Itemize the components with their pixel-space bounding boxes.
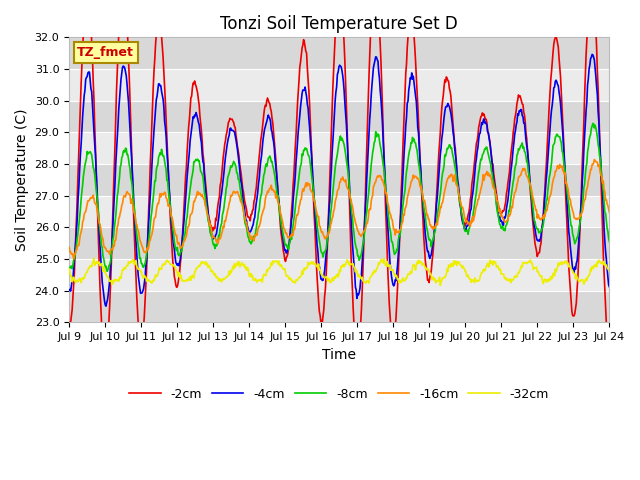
-8cm	[215, 232, 223, 238]
-32cm	[406, 272, 413, 277]
-32cm	[422, 265, 429, 271]
-4cm	[422, 232, 429, 238]
-16cm	[406, 186, 413, 192]
-4cm	[588, 52, 596, 58]
X-axis label: Time: Time	[323, 348, 356, 361]
-16cm	[131, 214, 139, 220]
-8cm	[605, 239, 613, 245]
-32cm	[436, 282, 444, 288]
Line: -16cm: -16cm	[69, 160, 609, 259]
-8cm	[589, 120, 596, 126]
Line: -2cm: -2cm	[69, 0, 609, 361]
-16cm	[76, 236, 83, 242]
-4cm	[605, 284, 613, 290]
-4cm	[131, 228, 139, 234]
-8cm	[75, 221, 83, 227]
Line: -8cm: -8cm	[69, 123, 609, 271]
Legend: -2cm, -4cm, -8cm, -16cm, -32cm: -2cm, -4cm, -8cm, -16cm, -32cm	[124, 383, 554, 406]
-4cm	[186, 138, 194, 144]
-2cm	[75, 145, 83, 151]
-4cm	[75, 183, 83, 189]
-8cm	[131, 216, 139, 222]
-32cm	[215, 277, 223, 283]
-2cm	[406, 15, 414, 21]
-2cm	[422, 263, 430, 269]
Bar	[69, 132, 609, 164]
Bar	[69, 228, 609, 259]
-16cm	[591, 157, 598, 163]
Bar	[69, 259, 609, 291]
-4cm	[406, 82, 413, 88]
-2cm	[214, 202, 222, 208]
Text: TZ_fmet: TZ_fmet	[77, 46, 134, 59]
-16cm	[605, 210, 613, 216]
-32cm	[90, 255, 98, 261]
-8cm	[104, 268, 111, 274]
-8cm	[65, 265, 73, 271]
-2cm	[186, 117, 193, 122]
-16cm	[65, 244, 73, 250]
Bar	[69, 291, 609, 323]
Bar	[69, 196, 609, 228]
-2cm	[65, 320, 73, 325]
Y-axis label: Soil Temperature (C): Soil Temperature (C)	[15, 108, 29, 251]
-4cm	[65, 288, 73, 293]
-8cm	[186, 186, 194, 192]
Line: -4cm: -4cm	[69, 55, 609, 306]
-16cm	[186, 213, 194, 219]
Title: Tonzi Soil Temperature Set D: Tonzi Soil Temperature Set D	[220, 15, 458, 33]
-16cm	[215, 237, 223, 243]
-4cm	[215, 216, 223, 221]
-2cm	[354, 359, 362, 364]
Bar	[69, 101, 609, 132]
-2cm	[605, 347, 613, 353]
-16cm	[422, 201, 429, 207]
-8cm	[422, 211, 429, 217]
-32cm	[75, 277, 83, 283]
-2cm	[131, 236, 138, 242]
-16cm	[70, 256, 77, 262]
Bar	[69, 69, 609, 101]
Bar	[69, 164, 609, 196]
-8cm	[406, 148, 413, 154]
Line: -32cm: -32cm	[69, 258, 609, 285]
-32cm	[186, 274, 194, 279]
-32cm	[131, 259, 139, 264]
Bar	[69, 37, 609, 69]
-32cm	[605, 268, 613, 274]
-32cm	[65, 266, 73, 272]
-4cm	[102, 303, 110, 309]
